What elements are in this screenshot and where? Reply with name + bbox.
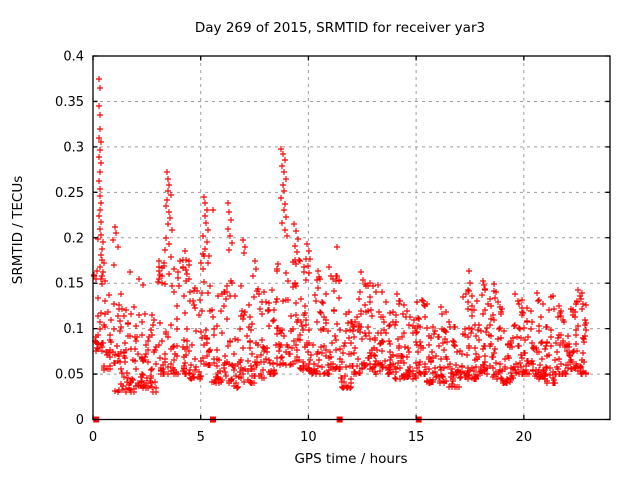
y-tick-label: 0.2 xyxy=(63,231,84,246)
y-tick-label: 0 xyxy=(76,413,84,428)
y-tick-label: 0.4 xyxy=(63,50,84,65)
y-tick-label: 0.3 xyxy=(63,140,84,155)
y-tick-label: 0.25 xyxy=(55,186,84,201)
y-axis-label: SRMTID / TECUs xyxy=(10,176,26,284)
y-tick-label: 0.05 xyxy=(55,368,84,383)
x-tick-label: 5 xyxy=(197,430,205,445)
x-axis-label: GPS time / hours xyxy=(294,451,407,467)
x-tick-label: 15 xyxy=(408,430,425,445)
y-tick-label: 0.1 xyxy=(63,322,84,337)
x-tick-label: 0 xyxy=(89,430,97,445)
x-tick-label: 20 xyxy=(516,430,533,445)
grid-lines xyxy=(93,56,610,420)
y-tick-label: 0.35 xyxy=(55,95,84,110)
chart-title: Day 269 of 2015, SRMTID for receiver yar… xyxy=(195,20,485,36)
axis-ticks xyxy=(92,55,610,421)
y-tick-label: 0.15 xyxy=(55,277,84,292)
scatter-points xyxy=(91,76,589,395)
tick-labels: 0 5 10 15 20 0 0.05 0.1 0.15 0.2 0.25 0.3 0.35 0.4 xyxy=(55,50,532,446)
x-tick-label: 10 xyxy=(300,430,317,445)
scatter-series xyxy=(91,76,589,395)
